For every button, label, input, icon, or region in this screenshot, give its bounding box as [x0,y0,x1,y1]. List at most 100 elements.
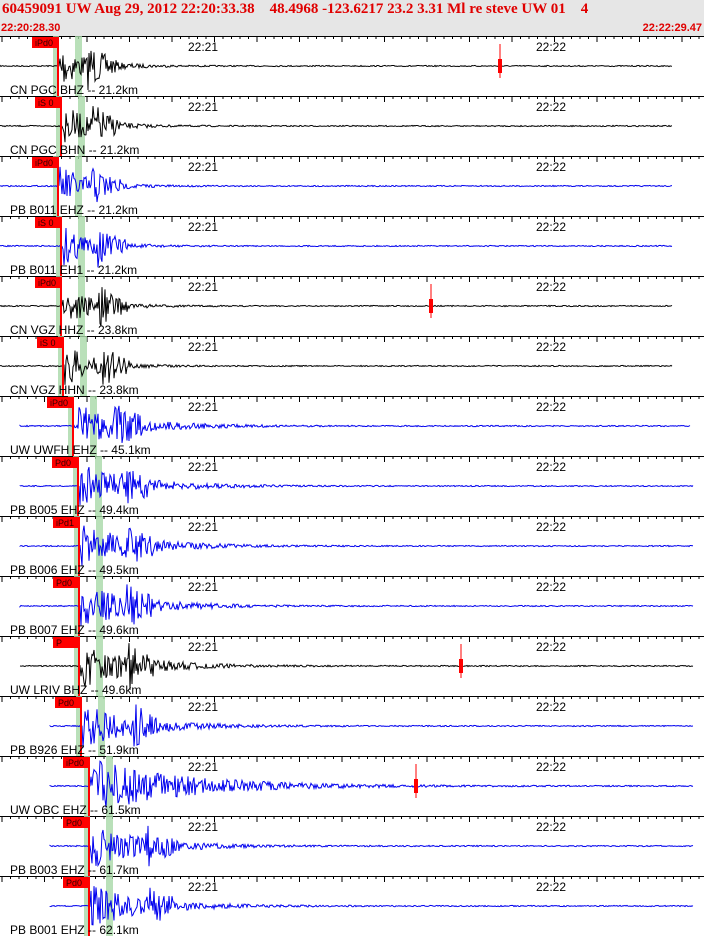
waveform-trace [0,50,673,91]
trace-row[interactable]: 22:21 22:22 iS 0 CN PGC BHN -- 21.2km [0,96,704,157]
time-tick-label: 22:21 [188,760,218,774]
waveform-trace [19,525,694,566]
pick-marker-box[interactable] [63,817,89,828]
time-tick-label: 22:21 [188,160,218,174]
waveform-trace [19,584,694,626]
pick-marker-box[interactable] [63,877,89,888]
event-title: 60459091 UW Aug 29, 2012 22:20:33.38 48.… [2,1,589,17]
pick-label: iPd0 [50,398,68,408]
time-tick-label: 22:21 [188,460,218,474]
coda-end-marker-handle[interactable] [429,299,433,313]
station-label: CN PGC BHN -- 21.2km [10,143,139,157]
station-label: CN VGZ HHZ -- 23.8km [10,323,137,337]
time-tick-label: 22:22 [536,760,566,774]
time-tick-label: 22:22 [536,280,566,294]
pick-label: iPd0 [38,278,56,288]
time-tick-label: 22:22 [536,700,566,714]
station-label: UW UWFH EHZ -- 45.1km [10,443,151,457]
trace-row[interactable]: 22:21 22:22 iPd0 UW OBC EHZ -- 61.5km [0,756,704,817]
pick-label: P [56,638,62,648]
pick-marker-box[interactable] [53,637,79,648]
pick-marker-box[interactable] [53,577,79,588]
coda-end-marker-handle[interactable] [459,659,463,673]
station-label: PB B011 EH1 -- 21.2km [10,263,137,277]
pick-marker-box[interactable] [32,37,58,48]
trace-row[interactable]: 22:21 22:22 iPd0 CN VGZ HHZ -- 23.8km [0,276,704,337]
pick-label: iPd0 [66,758,84,768]
waveform-trace [49,704,694,749]
station-label: PB B007 EHZ -- 49.6km [10,623,139,637]
time-tick-label: 22:22 [536,640,566,654]
pick-window-band [75,156,82,216]
pick-window-band [75,36,82,96]
pick-marker-box[interactable] [35,217,61,228]
station-label: PB B001 EHZ -- 62.1km [10,923,139,937]
pick-window-band [80,336,87,396]
pick-marker-box[interactable] [63,757,89,768]
pick-label: Pd0 [56,578,72,588]
pick-marker-box[interactable] [32,157,58,168]
trace-row[interactable]: 22:21 22:22 P UW LRIV BHZ -- 49.6km [0,636,704,697]
pick-marker-box[interactable] [35,97,61,108]
waveform-trace [49,760,694,808]
trace-row[interactable]: 22:21 22:22 Pd0 PB B926 EHZ -- 51.9km [0,696,704,757]
pick-label: Pd0 [66,878,82,888]
pick-label: Pd0 [58,698,74,708]
time-tick-label: 22:22 [536,580,566,594]
pick-label: Pd0 [55,458,71,468]
coda-end-marker-handle[interactable] [498,59,502,73]
trace-row[interactable]: 22:21 22:22 Pd0 PB B005 EHZ -- 49.4km [0,456,704,517]
pick-marker-box[interactable] [52,457,78,468]
trace-row[interactable]: 22:21 22:22 iS 0 CN VGZ HHN -- 23.8km [0,336,704,397]
time-tick-label: 22:21 [188,40,218,54]
trace-row[interactable]: 22:21 22:22 iPd0 PB B011 EHZ -- 21.2km [0,156,704,217]
waveform-trace [19,405,691,443]
pick-label: iPd0 [35,158,53,168]
pick-label: iS 0 [38,218,54,228]
pick-window-band [78,276,85,336]
time-tick-label: 22:21 [188,820,218,834]
pick-marker-box[interactable] [35,277,61,288]
pick-label: iS 0 [40,338,56,348]
start-time-label: 22:20:28.30 [1,22,61,34]
pick-label: iPd0 [35,38,53,48]
pick-window-band [78,96,85,156]
station-label: PB B011 EHZ -- 21.2km [10,203,138,217]
waveform-trace [19,466,694,506]
trace-row[interactable]: 22:21 22:22 Pd0 PB B007 EHZ -- 49.6km [0,576,704,637]
station-label: PB B005 EHZ -- 49.4km [10,503,139,517]
trace-row[interactable]: 22:21 22:22 iPd1 PB B006 EHZ -- 49.5km [0,516,704,577]
waveform-trace [0,166,673,203]
time-tick-label: 22:22 [536,40,566,54]
station-label: UW LRIV BHZ -- 49.6km [10,683,141,697]
waveform-trace [49,825,694,868]
seismogram-panel[interactable]: 22:21 22:22 iPd0 CN PGC BHZ -- 21.2km 22:21 2… [0,36,704,938]
pick-window-band [96,636,103,696]
station-label: CN VGZ HHN -- 23.8km [10,383,139,397]
time-tick-label: 22:21 [188,880,218,894]
time-tick-label: 22:21 [188,280,218,294]
pick-marker-box[interactable] [37,337,63,348]
trace-row[interactable]: 22:21 22:22 iPd0 UW UWFH EHZ -- 45.1km [0,396,704,457]
time-tick-label: 22:22 [536,340,566,354]
pick-marker-box[interactable] [53,517,79,528]
trace-row[interactable]: 22:21 22:22 iPd0 CN PGC BHZ -- 21.2km [0,36,704,97]
waveform-trace [0,287,673,327]
time-tick-label: 22:21 [188,220,218,234]
header-bar: 60459091 UW Aug 29, 2012 22:20:33.38 48.… [0,0,704,36]
station-label: UW OBC EHZ -- 61.5km [10,803,141,817]
time-tick-label: 22:21 [188,520,218,534]
time-tick-label: 22:21 [188,340,218,354]
trace-row[interactable]: 22:21 22:22 Pd0 PB B003 EHZ -- 61.7km [0,816,704,877]
time-tick-label: 22:22 [536,460,566,474]
trace-row[interactable]: 22:21 22:22 Pd0 PB B001 EHZ -- 62.1km [0,876,704,937]
time-tick-label: 22:21 [188,700,218,714]
coda-end-marker-handle[interactable] [414,779,418,793]
waveform-trace [0,227,673,268]
pick-marker-box[interactable] [47,397,73,408]
station-label: CN PGC BHZ -- 21.2km [10,83,138,97]
trace-row[interactable]: 22:21 22:22 iS 0 PB B011 EH1 -- 21.2km [0,216,704,277]
pick-marker-box[interactable] [55,697,81,708]
pick-label: iS 0 [38,98,54,108]
